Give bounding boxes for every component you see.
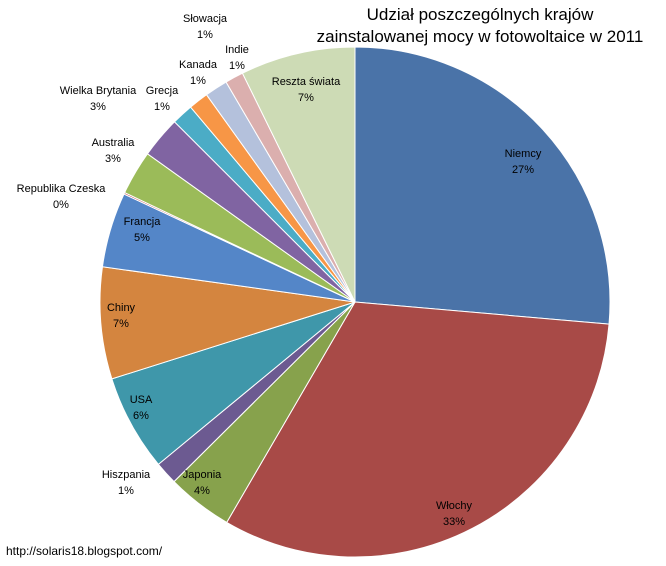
slice-percent-label: 1% [197,29,213,41]
slice-label-indie: Indie 1% [225,44,249,72]
slice-label-słowacja: Słowacja 1% [183,13,228,41]
slice-name-label: Japonia [183,469,222,481]
slice-label-wielka-brytania: Wielka Brytania 3% [60,85,137,113]
slice-percent-label: 1% [190,75,206,87]
slice-name-label: Francja [124,216,162,228]
slice-label-chiny: Chiny 7% [107,302,136,330]
slice-label-reszta-świata: Reszta świata 7% [272,76,341,104]
slice-name-label: Kanada [179,59,218,71]
slice-name-label: Niemcy [505,148,542,160]
chart-title-line2: zainstalowanej mocy w fotowoltaice w 201… [316,27,644,46]
slice-percent-label: 3% [90,101,106,113]
slice-name-label: Republika Czeska [17,183,107,195]
slice-label-republika-czeska: Republika Czeska 0% [17,183,107,211]
chart-title: Udział poszczególnych krajów zainstalowa… [300,4,660,48]
slice-label-kanada: Kanada 1% [179,59,218,87]
slice-percent-label: 0% [53,199,69,211]
slice-percent-label: 27% [512,164,534,176]
pie-slice-włochy [226,301,610,558]
slice-label-włochy: Włochy 33% [436,500,473,528]
slice-percent-label: 7% [113,318,129,330]
slice-name-label: USA [130,394,153,406]
slice-label-hiszpania: Hiszpania 1% [102,469,151,497]
slice-name-label: Słowacja [183,13,228,25]
slice-percent-label: 3% [105,153,121,165]
slice-label-francja: Francja 5% [124,216,162,244]
chart-title-line1: Udział poszczególnych krajów [366,5,594,24]
slice-name-label: Hiszpania [102,469,151,481]
slice-name-label: Reszta świata [272,76,341,88]
slice-label-niemcy: Niemcy 27% [505,148,542,176]
slice-name-label: Wielka Brytania [60,85,137,97]
source-url: http://solaris18.blogspot.com/ [6,544,163,558]
slice-label-japonia: Japonia 4% [183,469,222,497]
slice-percent-label: 6% [133,410,149,422]
pie-slice-reszta-świata [241,46,356,303]
slice-percent-label: 4% [194,485,210,497]
slice-name-label: Australia [92,137,136,149]
pie-slice-chiny [99,266,356,380]
slice-percent-label: 1% [118,485,134,497]
slice-name-label: Chiny [107,302,136,314]
slice-percent-label: 33% [443,516,465,528]
slice-name-label: Grecja [146,85,179,97]
slice-label-usa: USA 6% [130,394,153,422]
pie-slice-niemcy [354,46,611,325]
slice-percent-label: 5% [134,232,150,244]
slice-label-grecja: Grecja 1% [146,85,179,113]
slice-percent-label: 1% [229,60,245,72]
slice-percent-label: 7% [298,92,314,104]
slice-label-australia: Australia 3% [92,137,136,165]
slice-name-label: Indie [225,44,249,56]
slice-percent-label: 1% [154,101,170,113]
slice-name-label: Włochy [436,500,473,512]
